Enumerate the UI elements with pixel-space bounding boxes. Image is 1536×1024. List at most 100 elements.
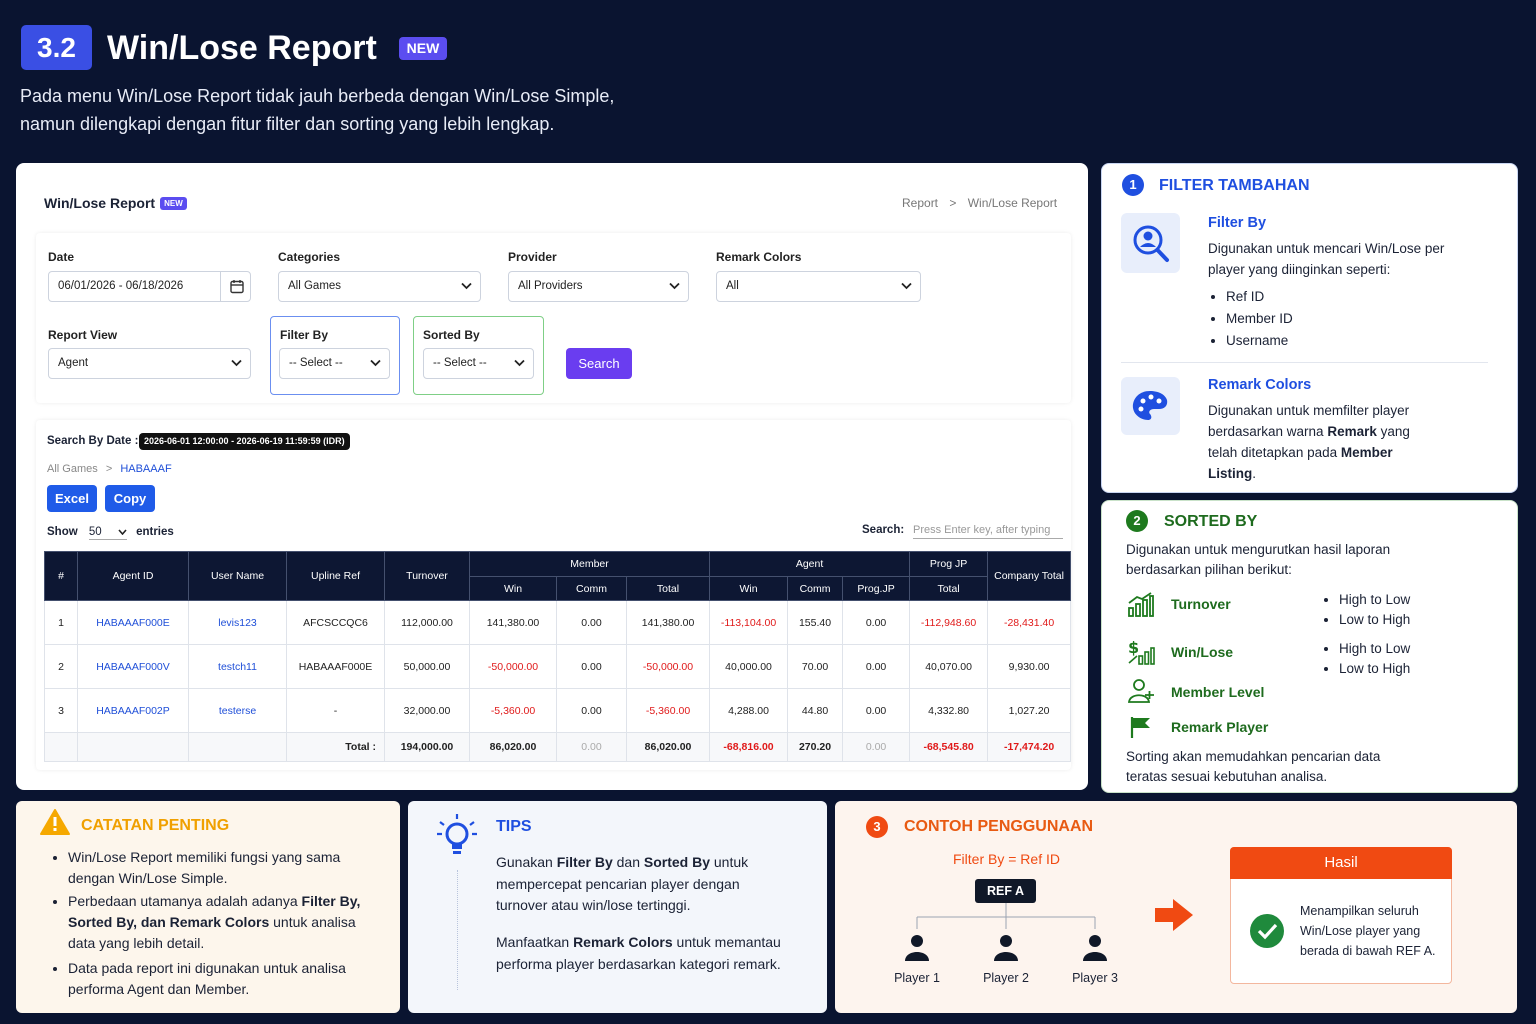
player-icon [994, 935, 1018, 961]
intro: Digunakan untuk mengurutkan hasil lapora… [1126, 542, 1391, 577]
report-badge: NEW [160, 197, 187, 210]
search-date-label: Search By Date : [47, 435, 139, 447]
item-title: Remark Colors [1208, 377, 1312, 393]
player-label: Player 2 [983, 971, 1029, 985]
graphic [118, 529, 127, 535]
separator: > [949, 196, 957, 210]
select[interactable]: -- Select -- [279, 348, 390, 379]
graphic [1138, 406, 1144, 412]
chevron [514, 359, 525, 367]
table-cell[interactable]: HABAAAF000V [77, 644, 189, 689]
breadcrumb: Report > Win/Lose Report [902, 196, 1057, 211]
graphic [1133, 225, 1163, 255]
select-value: All Providers [518, 280, 583, 292]
graphic: $ [1128, 638, 1139, 657]
table-cell: 1,027.20 [987, 688, 1072, 733]
date-input[interactable]: 06/01/2026 - 06/18/2026 [48, 271, 251, 302]
filter-label: Categories [278, 250, 341, 264]
table-cell[interactable]: levis123 [188, 600, 287, 645]
graphic [1250, 914, 1284, 948]
bulb-icon [437, 814, 477, 854]
table-head: # Agent ID User Name Upline Ref Turnover Memb… [44, 551, 1072, 601]
select[interactable]: All Providers [508, 271, 689, 302]
table-cell: 112,000.00 [384, 600, 470, 645]
graphic [1127, 694, 1151, 703]
table-cell: HABAAAF000E [286, 644, 385, 689]
table-cell[interactable]: testch11 [188, 644, 287, 689]
date-value: 06/01/2026 - 06/18/2026 [58, 280, 184, 292]
column-header: User Name [188, 551, 287, 601]
player-icon [905, 935, 929, 961]
table-cell: 155.40 [787, 600, 844, 645]
table-cell: 32,000.00 [384, 688, 470, 733]
path-item: HABAAAF [120, 463, 172, 475]
chevron [461, 282, 472, 290]
graphic [1148, 394, 1154, 400]
total-cell: -68,816.00 [709, 732, 789, 762]
sort-options: High to Low Low to High [1321, 590, 1410, 630]
graphic [1150, 647, 1155, 665]
table-cell: 70.00 [787, 644, 844, 689]
graphic [669, 282, 680, 290]
sort-options: High to Low Low to High [1321, 639, 1410, 679]
page-title: Win/Lose Report [107, 29, 377, 67]
item-text: Digunakan untuk memfilter player berdasa… [1208, 400, 1433, 484]
breadcrumb-item[interactable]: Report [902, 196, 939, 210]
table-cell: 0.00 [842, 688, 911, 733]
example-filter: Filter By = Ref ID [953, 851, 1060, 867]
graphic [911, 935, 923, 947]
dotted-line [457, 870, 458, 990]
table-cell[interactable]: testerse [188, 688, 287, 733]
graphic [1155, 899, 1193, 931]
column-subheader: Total [625, 576, 711, 601]
graphic [1144, 651, 1150, 665]
tip: Gunakan Filter By dan Sorted By untuk me… [496, 852, 781, 917]
length-select[interactable]: 50 [88, 525, 127, 540]
graphic [1083, 952, 1107, 961]
select[interactable]: All Games [278, 271, 481, 302]
note: Perbedaan utamanya adalah adanya Filter … [68, 891, 368, 954]
table-cell[interactable]: HABAAAF002P [77, 688, 189, 733]
search-button[interactable]: Search [566, 348, 632, 379]
sort-option: High to Low [1339, 639, 1410, 659]
description: Pada menu Win/Lose Report tidak jauh ber… [20, 82, 614, 138]
select-value: All Games [288, 280, 342, 292]
new-badge: NEW [399, 37, 447, 60]
total-cell: 86,020.00 [469, 732, 557, 762]
header-row: Win Comm Total Win Comm Prog.JP Total [45, 576, 1071, 601]
item-text: Digunakan untuk mencari Win/Lose per pla… [1208, 238, 1448, 280]
select-value: -- Select -- [433, 357, 487, 369]
excel-button[interactable]: Excel [47, 485, 97, 512]
graphic [1128, 607, 1134, 617]
table-cell[interactable]: HABAAAF000E [77, 600, 189, 645]
graphic [1156, 398, 1162, 404]
win-lose-table: # Agent ID User Name Upline Ref Turnover Memb… [44, 551, 1072, 762]
select-value: -- Select -- [289, 357, 343, 369]
text-segment: untuk mempercepat pencarian player denga… [496, 854, 749, 913]
table-cell: 3 [44, 688, 78, 733]
select[interactable]: -- Select -- [423, 348, 534, 379]
select[interactable]: All [716, 271, 921, 302]
text-segment: . [1252, 466, 1257, 481]
path-item[interactable]: All Games [47, 463, 98, 475]
divider [1121, 362, 1488, 363]
total-label: Total : [286, 732, 385, 762]
search-date-value: 2026-06-01 12:00:00 - 2026-06-19 11:59:5… [139, 433, 350, 450]
palette-icon [1132, 391, 1168, 420]
search-input[interactable]: Press Enter key, after typing [913, 523, 1063, 539]
graphic [53, 817, 57, 826]
text-segment: yang telah ditetapkan pada [1208, 424, 1410, 460]
graphic [230, 280, 244, 294]
graphic [1143, 231, 1153, 241]
panel-title: CATATAN PENTING [81, 817, 230, 834]
graphic [905, 952, 929, 961]
text-segment: untuk memantau performa player berdasark… [496, 934, 781, 972]
bold-segment: Member Listing [1208, 445, 1393, 481]
column-header: # [44, 551, 78, 601]
bullet: Ref ID [1226, 286, 1293, 308]
tips-panel [408, 801, 827, 1013]
calendar-icon [230, 280, 244, 294]
copy-button[interactable]: Copy [105, 485, 155, 512]
select[interactable]: Agent [48, 348, 251, 379]
graphic [1128, 655, 1138, 664]
